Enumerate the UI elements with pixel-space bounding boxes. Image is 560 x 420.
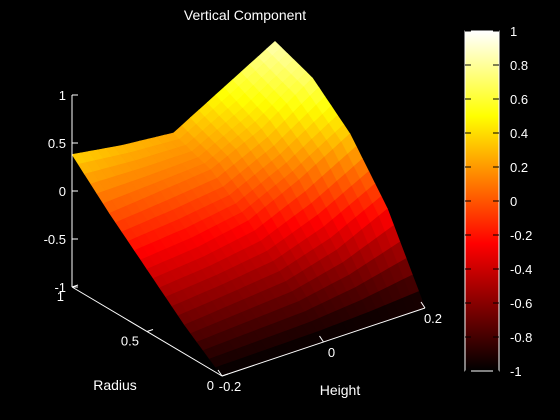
colorbar-tick-label: -0.6 — [510, 296, 532, 311]
tick-mark — [420, 301, 426, 309]
surface-plot — [71, 40, 426, 377]
z-tick-label: -0.5 — [44, 232, 66, 247]
x-axis-label: Height — [320, 382, 361, 398]
colorbar-tick-label: -0.4 — [510, 262, 532, 277]
colorbar-tick-label: -0.2 — [510, 228, 532, 243]
axes: -1 -0.5 0 0.5 1 0 0.5 1 -0.2 0 0.2 — [44, 88, 442, 394]
z-tick-label: -1 — [54, 280, 66, 295]
colorbar-tick-label: -0.8 — [510, 330, 532, 345]
y-tick-label: 0.5 — [121, 334, 139, 349]
colorbar-tick-label: 1 — [510, 24, 517, 39]
x-tick-label: -0.2 — [219, 379, 241, 394]
x-tick-label: 0.2 — [424, 311, 442, 326]
x-tick-label: 0 — [328, 345, 335, 360]
chart-title: Vertical Component — [184, 7, 306, 23]
colorbar-tick-label: 0.4 — [510, 126, 528, 141]
colorbar-tick-label: -1 — [510, 364, 522, 379]
colorbar-tick-label: 0 — [510, 194, 517, 209]
colorbar-tick-label: 0.8 — [510, 58, 528, 73]
tick-mark — [71, 284, 79, 288]
y-axis-label: Radius — [93, 377, 137, 393]
tick-mark — [221, 373, 229, 377]
tick-mark — [146, 329, 154, 332]
z-tick-label: 1 — [59, 88, 66, 103]
colorbar-tick-label: 0.6 — [510, 92, 528, 107]
colorbar-tick-label: 0.2 — [510, 160, 528, 175]
z-tick-label: 0 — [59, 184, 66, 199]
colorbar: -1 -0.8 -0.6 -0.4 -0.2 0 0.2 0.4 0.6 0.8 1 — [464, 24, 532, 379]
y-tick-label: 1 — [57, 289, 64, 304]
y-tick-label: 0 — [207, 378, 214, 393]
tick-mark — [217, 369, 223, 377]
tick-mark — [319, 335, 324, 343]
z-tick-label: 0.5 — [48, 136, 66, 151]
